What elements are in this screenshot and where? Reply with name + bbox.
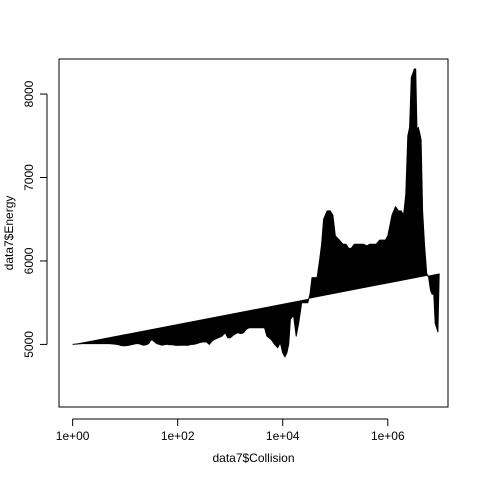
plot-area-frame bbox=[58, 58, 449, 408]
x-tick-label: 1e+06 bbox=[371, 429, 405, 443]
y-axis: 5000 6000 7000 8000 bbox=[22, 80, 48, 358]
y-tick-label: 6000 bbox=[22, 247, 36, 274]
y-tick-label: 5000 bbox=[22, 331, 36, 358]
x-axis: 1e+00 1e+02 1e+04 1e+06 bbox=[56, 418, 405, 443]
y-axis-title: data7$Energy bbox=[2, 196, 16, 271]
series-energy-line bbox=[72, 68, 440, 358]
x-tick-label: 1e+02 bbox=[161, 429, 195, 443]
data-layer bbox=[72, 68, 440, 358]
x-tick-label: 1e+00 bbox=[56, 429, 90, 443]
x-axis-title: data7$Collision bbox=[212, 451, 294, 465]
y-tick-label: 8000 bbox=[22, 80, 36, 107]
x-tick-label: 1e+04 bbox=[266, 429, 300, 443]
y-tick-label: 7000 bbox=[22, 164, 36, 191]
